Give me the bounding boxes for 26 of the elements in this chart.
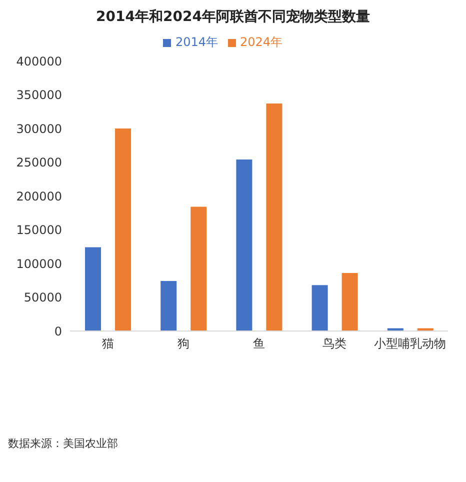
y-tick-label: 300000: [16, 122, 62, 136]
chart-title: 2014年和2024年阿联酋不同宠物类型数量: [95, 8, 371, 26]
x-tick-label: 鱼: [253, 336, 265, 351]
bar: [160, 281, 177, 331]
bar: [236, 160, 252, 331]
bar: [85, 247, 101, 331]
y-tick-label: 0: [54, 324, 62, 338]
y-tick-label: 400000: [16, 54, 62, 68]
y-tick-label: 250000: [16, 156, 62, 170]
bar: [190, 206, 207, 331]
x-tick-label: 狗: [177, 336, 190, 351]
x-tick-label: 猫: [102, 336, 114, 351]
bar: [115, 128, 131, 331]
bar: [266, 104, 282, 331]
y-tick-label: 150000: [16, 223, 62, 238]
x-tick-label: 鸟类: [322, 336, 347, 351]
bar: [342, 272, 358, 331]
legend-label: 2014年: [175, 35, 218, 49]
y-tick-label: 100000: [16, 256, 62, 271]
y-tick-label: 200000: [16, 189, 62, 204]
legend-label: 2024年: [240, 35, 283, 49]
y-tick-label: 350000: [16, 88, 62, 102]
y-tick-label: 50000: [24, 290, 62, 305]
x-tick-label: 小型哺乳动物: [374, 336, 446, 351]
bar: [312, 285, 328, 331]
source-note: 数据来源：美国农业部: [8, 436, 119, 451]
